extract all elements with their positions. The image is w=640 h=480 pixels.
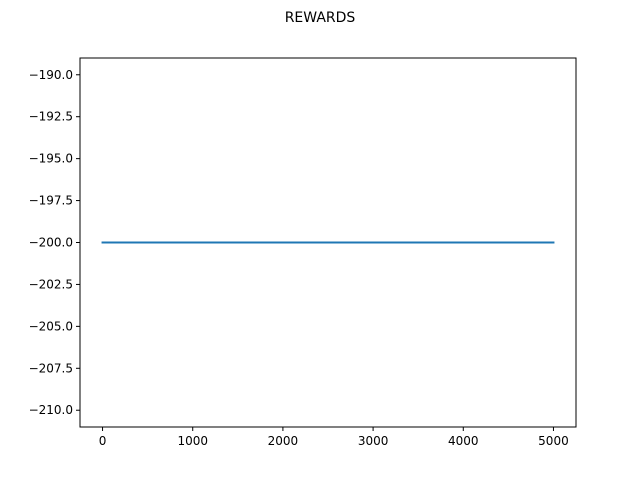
chart-title: REWARDS xyxy=(285,10,356,26)
y-tick-label: −200.0 xyxy=(29,236,73,250)
y-tick-label: −205.0 xyxy=(29,319,73,333)
x-axis: 0 1000 2000 3000 4000 5000 xyxy=(99,427,569,448)
y-tick-label: −202.5 xyxy=(29,277,73,291)
y-tick-label: −207.5 xyxy=(29,361,73,375)
y-axis: −190.0 −192.5 −195.0 −197.5 −200.0 −202.5 −205… xyxy=(29,68,80,417)
y-tick-label: −197.5 xyxy=(29,194,73,208)
x-tick-label: 1000 xyxy=(177,434,208,448)
plot-frame xyxy=(79,57,577,428)
x-tick-label: 4000 xyxy=(448,434,479,448)
y-tick-label: −192.5 xyxy=(29,110,73,124)
x-tick-label: 0 xyxy=(99,434,107,448)
x-tick-label: 3000 xyxy=(358,434,389,448)
x-tick-label: 2000 xyxy=(268,434,299,448)
x-tick-label: 5000 xyxy=(538,434,569,448)
y-tick-label: −210.0 xyxy=(29,403,73,417)
y-tick-label: −195.0 xyxy=(29,152,73,166)
y-tick-label: −190.0 xyxy=(29,68,73,82)
